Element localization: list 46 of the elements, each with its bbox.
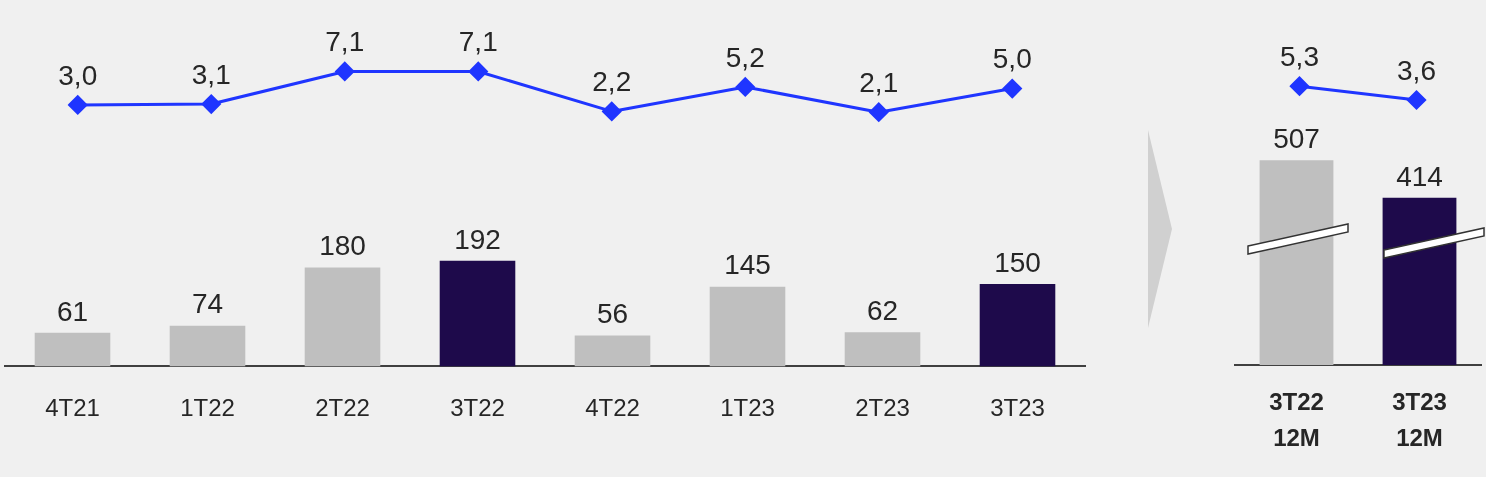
bar xyxy=(34,332,111,367)
bar xyxy=(574,335,651,367)
point xyxy=(468,61,488,81)
x-tick-label: 3T22 xyxy=(450,393,505,421)
bar xyxy=(844,332,921,367)
x-tick-label: 1T22 xyxy=(180,393,235,421)
data-label: 2,2 xyxy=(592,66,632,98)
point xyxy=(869,102,889,122)
x-tick-label: 4T22 xyxy=(585,393,640,421)
bar xyxy=(169,325,246,367)
x-tick-label: 3T22 12M xyxy=(1269,387,1324,451)
bar xyxy=(439,260,516,367)
data-label: 5,0 xyxy=(992,43,1032,75)
point xyxy=(602,101,622,121)
x-tick-label: 3T23 xyxy=(990,393,1045,421)
data-label: 7,1 xyxy=(458,26,498,58)
x-tick-label: 2T22 xyxy=(315,393,370,421)
data-label: 62 xyxy=(866,295,899,327)
point xyxy=(201,94,221,114)
bar xyxy=(304,267,381,367)
data-label: 2,1 xyxy=(859,66,899,98)
data-label: 61 xyxy=(56,295,89,327)
x-tick-label: 3T23 12M xyxy=(1392,387,1447,451)
x-tick-label: 4T21 xyxy=(45,393,100,421)
data-label: 74 xyxy=(191,288,224,320)
data-label: 414 xyxy=(1396,160,1443,192)
data-label: 3,6 xyxy=(1397,54,1436,86)
x-tick-label: 2T23 xyxy=(855,393,910,421)
data-label: 3,1 xyxy=(191,58,231,90)
data-label: 7,1 xyxy=(325,26,365,58)
data-label: 56 xyxy=(596,298,629,330)
x-tick-label: 1T23 xyxy=(720,393,775,421)
data-label: 5,2 xyxy=(725,41,765,73)
data-label: 145 xyxy=(724,249,771,281)
point xyxy=(68,95,88,115)
point xyxy=(735,77,755,97)
bar xyxy=(979,283,1056,367)
data-label: 5,3 xyxy=(1280,40,1319,72)
data-label: 150 xyxy=(994,246,1041,278)
point xyxy=(335,61,355,81)
data-label: 3,0 xyxy=(58,59,98,91)
data-label: 180 xyxy=(319,230,366,262)
data-label: 507 xyxy=(1273,122,1320,154)
data-label: 192 xyxy=(454,223,501,255)
bar xyxy=(709,286,786,367)
point xyxy=(1002,79,1022,99)
